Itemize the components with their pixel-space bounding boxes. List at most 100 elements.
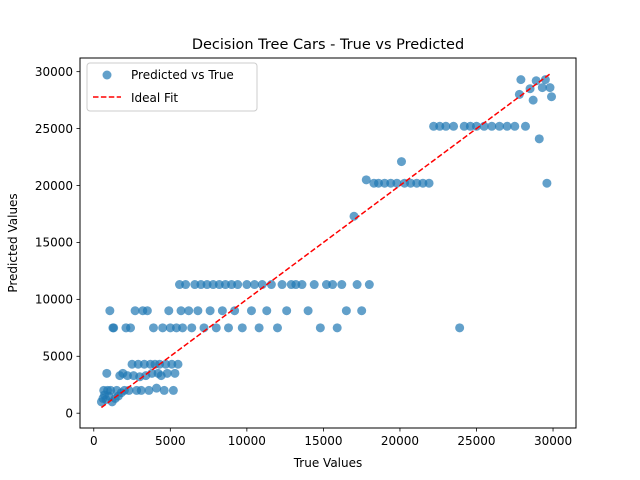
- data-point-35: [144, 385, 154, 395]
- data-point-132: [531, 76, 541, 86]
- x-axis-label: True Values: [293, 456, 363, 470]
- x-tick-label-2: 10000: [228, 434, 266, 448]
- y-tick-label-0: 0: [65, 407, 73, 421]
- data-point-51: [168, 385, 178, 395]
- y-tick-label-2: 10000: [35, 293, 73, 307]
- data-point-96: [337, 280, 347, 290]
- legend-box: [86, 62, 258, 112]
- data-point-134: [537, 83, 547, 93]
- x-tick-label-5: 25000: [457, 434, 495, 448]
- data-point-75: [233, 280, 243, 290]
- line-layer: [100, 73, 551, 409]
- data-point-30: [136, 385, 146, 395]
- legend-label-scatter: Predicted vs True: [131, 68, 234, 82]
- data-point-85: [277, 280, 287, 290]
- data-point-48: [164, 306, 174, 316]
- data-point-90: [303, 306, 313, 316]
- ideal-fit-line: [100, 73, 551, 409]
- data-point-94: [328, 280, 338, 290]
- legend-label-line: Ideal Fit: [131, 91, 178, 105]
- data-point-126: [510, 121, 520, 131]
- data-point-56: [176, 306, 186, 316]
- data-point-77: [242, 280, 252, 290]
- data-point-83: [266, 280, 276, 290]
- y-axis: 0 5000 10000 15000 20000 25000 30000: [35, 65, 80, 421]
- data-point-86: [282, 306, 292, 316]
- data-point-58: [181, 280, 191, 290]
- data-point-131: [528, 95, 538, 105]
- data-point-80: [254, 323, 264, 333]
- data-point-92: [315, 323, 325, 333]
- x-axis: 0 5000 10000 15000 20000 25000 30000: [90, 428, 572, 448]
- data-point-127: [514, 89, 524, 99]
- y-tick-label-4: 20000: [35, 179, 73, 193]
- data-point-74: [230, 306, 240, 316]
- data-point-34: [142, 306, 152, 316]
- chart-title: Decision Tree Cars - True vs Predicted: [192, 37, 464, 53]
- data-point-40: [152, 383, 162, 393]
- data-point-137: [545, 83, 555, 93]
- data-point-113: [424, 178, 434, 188]
- data-point-78: [246, 306, 256, 316]
- y-tick-label-6: 30000: [35, 65, 73, 79]
- data-point-138: [547, 92, 557, 102]
- data-point-60: [187, 323, 197, 333]
- data-point-123: [487, 121, 497, 131]
- data-point-59: [184, 306, 194, 316]
- data-point-95: [332, 323, 342, 333]
- data-point-135: [540, 75, 550, 85]
- plot-area: [79, 57, 577, 429]
- x-tick-label-3: 15000: [304, 434, 342, 448]
- data-point-118: [455, 323, 465, 333]
- data-point-76: [237, 323, 247, 333]
- x-tick-label-0: 0: [90, 434, 98, 448]
- data-point-38: [148, 323, 158, 333]
- data-point-100: [357, 306, 367, 316]
- x-tick-label-6: 30000: [534, 434, 572, 448]
- data-point-23: [126, 323, 136, 333]
- axes-frame: [79, 57, 577, 429]
- y-tick-label-5: 25000: [35, 122, 73, 136]
- data-point-52: [170, 368, 180, 378]
- data-point-44: [158, 323, 168, 333]
- data-point-66: [205, 306, 215, 316]
- data-point-89: [297, 280, 307, 290]
- data-point-70: [217, 306, 227, 316]
- y-axis-label: Predicted Values: [6, 193, 20, 292]
- y-tick-label-3: 15000: [35, 236, 73, 250]
- data-point-102: [364, 280, 374, 290]
- data-point-124: [494, 121, 504, 131]
- data-point-8: [105, 306, 115, 316]
- data-point-133: [534, 134, 544, 144]
- legend[interactable]: Predicted vs True Ideal Fit: [86, 62, 258, 112]
- data-point-72: [223, 323, 233, 333]
- data-point-136: [542, 178, 552, 188]
- data-point-45: [159, 385, 169, 395]
- x-tick-label-4: 20000: [381, 434, 419, 448]
- x-tick-label-1: 5000: [155, 434, 186, 448]
- data-point-57: [178, 323, 188, 333]
- data-point-98: [349, 211, 359, 221]
- legend-marker-scatter: [102, 70, 112, 80]
- data-point-12: [109, 323, 119, 333]
- data-point-26: [130, 306, 140, 316]
- data-point-62: [193, 306, 203, 316]
- data-point-108: [396, 157, 406, 167]
- data-point-91: [309, 280, 319, 290]
- data-point-101: [361, 175, 371, 185]
- data-point-121: [471, 121, 481, 131]
- data-point-99: [352, 280, 362, 290]
- data-point-84: [272, 323, 282, 333]
- data-point-128: [516, 75, 526, 85]
- data-point-82: [262, 306, 272, 316]
- scatter-layer: [96, 75, 557, 407]
- data-point-117: [449, 121, 459, 131]
- data-point-125: [502, 121, 512, 131]
- data-point-47: [162, 368, 172, 378]
- data-point-97: [341, 306, 351, 316]
- y-tick-label-1: 5000: [42, 350, 73, 364]
- data-point-68: [211, 323, 221, 333]
- data-point-116: [441, 121, 451, 131]
- data-point-79: [250, 280, 260, 290]
